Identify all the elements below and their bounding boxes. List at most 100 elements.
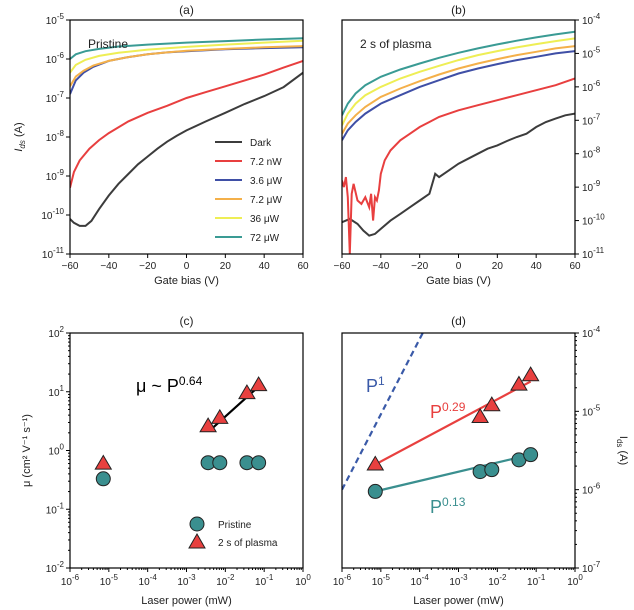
data-point-triangle bbox=[521, 366, 540, 382]
x-axis-label: Laser power (mW) bbox=[141, 595, 231, 607]
x-tick-label: 100 bbox=[295, 573, 311, 588]
legend-label: 7.2 μW bbox=[250, 195, 282, 206]
plot-frame bbox=[69, 332, 304, 569]
data-point-triangle bbox=[94, 454, 113, 470]
y-tick-label: 10-6 bbox=[46, 51, 65, 66]
legend-label: 36 μW bbox=[250, 214, 280, 225]
x-tick-label: 10-6 bbox=[61, 573, 80, 588]
data-point-circle bbox=[367, 483, 383, 499]
y-tick-label: 10-11 bbox=[582, 246, 605, 261]
series-line bbox=[342, 112, 575, 237]
panel-label: (d) bbox=[451, 314, 466, 328]
x-tick-label: 0 bbox=[456, 261, 462, 272]
data-point-triangle bbox=[366, 455, 385, 471]
legend-label: 3.6 μW bbox=[250, 176, 282, 187]
y-tick-label: 10-6 bbox=[582, 79, 601, 94]
legend-label: 72 μW bbox=[250, 233, 280, 244]
x-axis-label: Laser power (mW) bbox=[413, 595, 503, 607]
panel-label: (c) bbox=[180, 314, 194, 328]
series-line bbox=[342, 37, 575, 126]
series-line bbox=[70, 45, 303, 87]
legend: Dark 7.2 nW 3.6 μW 7.2 μW 36 μW 72 μW bbox=[215, 138, 282, 244]
y-tick-label: 10-8 bbox=[46, 129, 65, 144]
legend-label: 2 s of plasma bbox=[218, 538, 278, 549]
y-axis-label: Ids (A) bbox=[615, 436, 629, 465]
plot-frame bbox=[341, 19, 576, 255]
x-tick-label: 10-4 bbox=[139, 573, 158, 588]
x-tick-label: 10-2 bbox=[488, 573, 507, 588]
series-lines bbox=[342, 30, 575, 254]
x-tick-label: 100 bbox=[567, 573, 583, 588]
y-tick-label: 10-5 bbox=[582, 45, 601, 60]
panel-annotation: 2 s of plasma bbox=[360, 37, 432, 51]
panel-label: (a) bbox=[179, 3, 194, 17]
legend-label: 7.2 nW bbox=[250, 157, 282, 168]
panel-a: −60 −40 −20 0 20 40 60 10-11 10-10 10-9 10-8 10-7 10… bbox=[13, 3, 309, 287]
x-tick-label: 0 bbox=[184, 261, 190, 272]
y-tick-label: 10-5 bbox=[582, 403, 601, 418]
fit-line bbox=[342, 333, 424, 491]
fit-line bbox=[374, 380, 532, 466]
x-tick-label: 40 bbox=[531, 261, 543, 272]
legend: Pristine 2 s of plasma bbox=[188, 516, 278, 549]
y-tick-label: 10-8 bbox=[582, 146, 601, 161]
panel-c: 10-6 10-5 10-4 10-3 10-2 10-1 100 10-2 10-1 100 10… bbox=[21, 314, 311, 607]
y-axis-label: Ids (A) bbox=[13, 122, 27, 151]
data-point-circle bbox=[523, 447, 539, 463]
y-tick-label: 10-6 bbox=[582, 482, 601, 497]
x-tick-label: −20 bbox=[139, 261, 156, 272]
series-line bbox=[70, 59, 303, 188]
plot-area bbox=[94, 376, 268, 487]
panel-label: (b) bbox=[451, 3, 466, 17]
y-tick-label: 10-4 bbox=[582, 325, 601, 340]
x-tick-label: 20 bbox=[220, 261, 232, 272]
data-point-triangle bbox=[238, 384, 256, 400]
power-law-annotation: P0.29 bbox=[430, 400, 466, 422]
series-line bbox=[70, 37, 303, 60]
x-axis-label: Gate bias (V) bbox=[154, 275, 219, 287]
legend-marker bbox=[188, 532, 206, 549]
y-axis-label: μ (cm² V⁻¹ s⁻¹) bbox=[21, 414, 33, 487]
plot-frame bbox=[341, 332, 576, 569]
x-tick-label: 60 bbox=[297, 261, 309, 272]
y-tick-label: 102 bbox=[48, 325, 64, 340]
data-point-circle bbox=[95, 471, 111, 487]
series-line bbox=[342, 30, 575, 116]
x-tick-label: −20 bbox=[411, 261, 428, 272]
data-point-triangle bbox=[249, 376, 268, 392]
x-tick-label: 10-4 bbox=[411, 573, 430, 588]
x-tick-label: 10-5 bbox=[100, 573, 119, 588]
x-tick-label: 10-6 bbox=[333, 573, 352, 588]
data-point-triangle bbox=[471, 407, 489, 423]
y-tick-label: 10-10 bbox=[582, 213, 605, 228]
series-line bbox=[342, 77, 575, 254]
x-tick-label: 10-3 bbox=[449, 573, 468, 588]
fit-line bbox=[375, 453, 531, 493]
y-tick-label: 10-9 bbox=[46, 168, 65, 183]
x-tick-label: −40 bbox=[372, 261, 389, 272]
y-tick-label: 10-5 bbox=[46, 12, 65, 27]
y-tick-label: 10-7 bbox=[582, 112, 601, 127]
data-point-triangle bbox=[482, 396, 501, 412]
data-point-circle bbox=[251, 455, 267, 471]
legend-label: Pristine bbox=[218, 520, 252, 531]
legend-marker bbox=[189, 516, 205, 532]
data-point-triangle bbox=[210, 408, 229, 424]
data-point-circle bbox=[212, 455, 228, 471]
x-tick-label: −60 bbox=[62, 261, 79, 272]
x-tick-label: 10-1 bbox=[527, 573, 546, 588]
x-tick-label: 10-5 bbox=[372, 573, 391, 588]
x-tick-label: 10-2 bbox=[216, 573, 235, 588]
y-tick-label: 10-7 bbox=[582, 560, 601, 575]
x-axis-label: Gate bias (V) bbox=[426, 275, 491, 287]
series-lines bbox=[70, 37, 303, 227]
series-line bbox=[70, 39, 303, 74]
y-tick-label: 101 bbox=[48, 384, 64, 399]
y-tick-label: 10-9 bbox=[582, 179, 601, 194]
y-tick-label: 10-11 bbox=[42, 246, 65, 261]
fit-annotation: μ ~ P0.64 bbox=[136, 374, 203, 396]
y-tick-label: 10-1 bbox=[46, 501, 65, 516]
plot-area bbox=[342, 333, 540, 499]
